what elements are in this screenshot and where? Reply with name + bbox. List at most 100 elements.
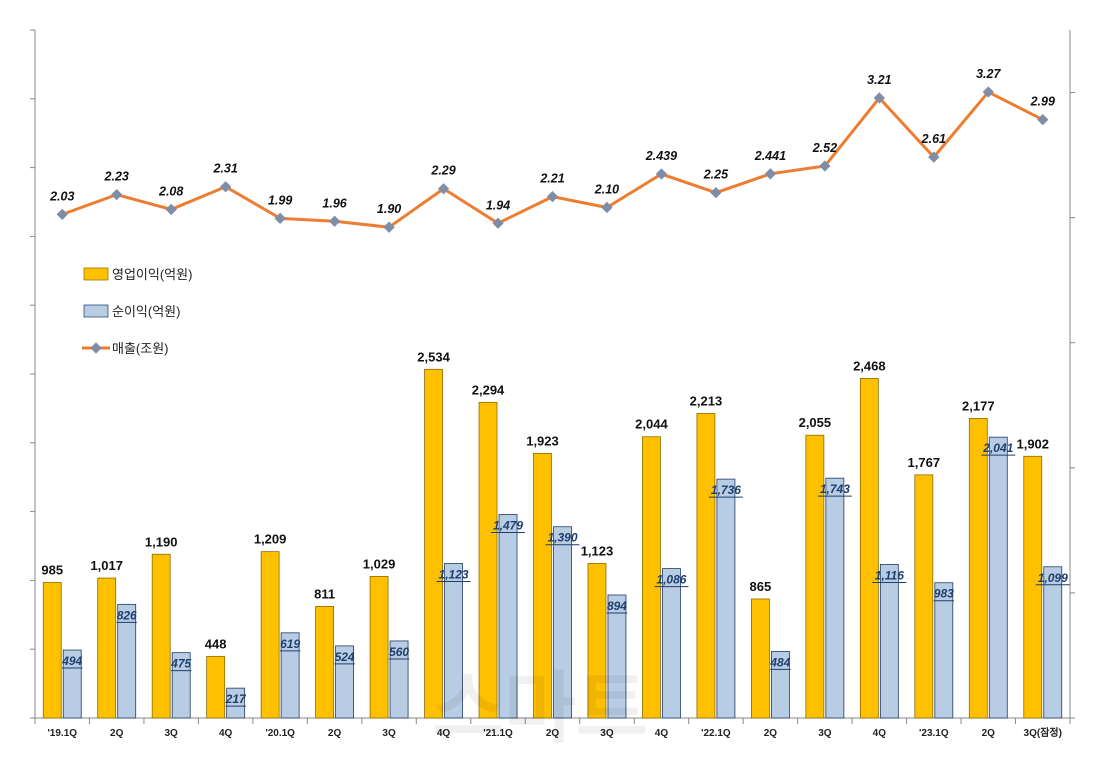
legend-item-operating-profit: 영업이익(억원) bbox=[83, 267, 192, 282]
operating-profit-bar bbox=[859, 378, 879, 719]
operating-profit-bar bbox=[260, 551, 280, 719]
net-income-label: 484 bbox=[769, 655, 790, 669]
operating-profit-label: 811 bbox=[314, 586, 335, 601]
revenue-point bbox=[928, 151, 940, 163]
net-income-label: 619 bbox=[280, 637, 300, 651]
watermark: 스마트 bbox=[432, 664, 647, 754]
operating-profit-label: 1,029 bbox=[363, 556, 396, 571]
revenue-label: 3.21 bbox=[867, 73, 891, 87]
category-label: '23.1Q bbox=[919, 728, 949, 739]
net-income-label: 560 bbox=[389, 645, 409, 659]
operating-profit-label: 985 bbox=[41, 562, 63, 577]
net-income-label: 1,390 bbox=[547, 531, 577, 545]
revenue-label: 1.99 bbox=[268, 193, 292, 207]
revenue-label: 2.10 bbox=[594, 182, 619, 196]
operating-profit-label: 2,177 bbox=[962, 398, 995, 413]
net-income-bars bbox=[62, 436, 1063, 719]
revenue-point bbox=[710, 187, 722, 199]
net-income-label: 1,123 bbox=[439, 567, 469, 581]
net-income-label: 1,743 bbox=[820, 482, 850, 496]
category-label: 2Q bbox=[764, 728, 778, 739]
legend-label-operating-profit: 영업이익(억원) bbox=[112, 267, 192, 282]
operating-profit-label: 448 bbox=[205, 636, 227, 651]
net-income-bar bbox=[770, 651, 790, 719]
category-label: 4Q bbox=[655, 728, 669, 739]
operating-profit-label: 1,190 bbox=[145, 534, 178, 549]
net-income-bar bbox=[62, 649, 82, 719]
net-income-bar bbox=[1043, 566, 1063, 719]
net-income-label: 475 bbox=[170, 657, 191, 671]
revenue-label: 2.03 bbox=[49, 189, 74, 203]
operating-profit-label: 2,468 bbox=[853, 358, 886, 373]
revenue-point bbox=[546, 190, 559, 203]
revenue-point bbox=[383, 221, 395, 233]
operating-profit-bar bbox=[424, 368, 443, 719]
operating-profit-bar bbox=[805, 434, 825, 719]
revenue-label: 2.08 bbox=[158, 184, 183, 198]
net-income-label: 524 bbox=[335, 650, 355, 664]
category-label: 2Q bbox=[982, 728, 996, 739]
operating-profit-bar bbox=[369, 576, 389, 719]
operating-profit-label: 1,123 bbox=[581, 543, 614, 558]
category-label: 4Q bbox=[437, 728, 451, 739]
operating-profit-label: 1,923 bbox=[526, 433, 559, 448]
revenue-label: 2.31 bbox=[212, 162, 237, 176]
revenue-label: 2.439 bbox=[645, 149, 677, 163]
category-label: '20.1Q bbox=[265, 728, 295, 739]
revenue-point bbox=[819, 160, 831, 172]
operating-profit-bar bbox=[478, 401, 498, 719]
operating-profit-bar bbox=[587, 563, 607, 719]
revenue-point bbox=[1037, 113, 1049, 126]
net-income-bar bbox=[934, 582, 954, 719]
operating-profit-bar bbox=[315, 606, 335, 719]
operating-profit-bar bbox=[533, 452, 552, 719]
net-income-label: 1,086 bbox=[656, 573, 686, 587]
operating-profit-label: 2,294 bbox=[472, 382, 505, 397]
net-income-bar bbox=[226, 687, 246, 719]
legend-item-net-income: 순이익(억원) bbox=[83, 304, 180, 319]
category-label: 2Q bbox=[110, 728, 124, 739]
revenue-point bbox=[492, 217, 504, 229]
operating-profit-label: 1,209 bbox=[254, 532, 287, 547]
revenue-label: 1.96 bbox=[322, 196, 347, 210]
operating-profit-bar bbox=[151, 553, 171, 719]
operating-profit-bar bbox=[914, 474, 934, 719]
net-income-bar bbox=[662, 568, 681, 719]
operating-profit-label: 1,767 bbox=[908, 455, 941, 470]
revenue-label: 1.94 bbox=[486, 198, 510, 212]
operating-profit-label: 2,055 bbox=[799, 415, 832, 430]
operating-profit-bar bbox=[750, 598, 770, 719]
revenue-label: 2.61 bbox=[921, 132, 946, 146]
legend-marker-revenue bbox=[90, 342, 102, 354]
revenue-point bbox=[274, 212, 286, 224]
revenue-point bbox=[437, 183, 450, 195]
revenue-point bbox=[655, 168, 668, 180]
net-income-label: 217 bbox=[225, 692, 247, 706]
legend-swatch-net-income bbox=[83, 304, 109, 318]
net-income-label: 494 bbox=[61, 654, 82, 668]
net-income-label: 826 bbox=[117, 608, 137, 622]
net-income-bar bbox=[498, 514, 518, 719]
category-label: 3Q bbox=[165, 728, 179, 739]
revenue-label: 2.25 bbox=[703, 168, 729, 182]
net-income-label: 894 bbox=[607, 599, 627, 613]
data-labels: 985 494 1,017 826 1,190 475 448 217 1,209 619 811 5… bbox=[41, 67, 1070, 707]
revenue-label: 2.29 bbox=[430, 164, 455, 178]
net-income-label: 1,116 bbox=[875, 568, 904, 582]
net-income-bar bbox=[171, 652, 191, 719]
category-label: 2Q bbox=[546, 728, 560, 739]
legend-label-net-income: 순이익(억원) bbox=[112, 304, 180, 319]
category-labels: '19.1Q 2Q 3Q 4Q '20.1Q 2Q 3Q 4Q '21.1Q 2Q 3Q 4Q '22.… bbox=[47, 726, 1062, 739]
net-income-bar bbox=[444, 563, 463, 719]
operating-profit-bar bbox=[42, 582, 62, 719]
category-label: 3Q bbox=[818, 728, 832, 739]
category-label: '21.1Q bbox=[483, 728, 513, 739]
net-income-bar bbox=[607, 594, 627, 719]
operating-profit-label: 2,044 bbox=[635, 417, 668, 432]
revenue-point bbox=[601, 201, 613, 214]
net-income-bar bbox=[716, 478, 736, 719]
revenue-point bbox=[220, 181, 232, 193]
operating-profit-bar bbox=[206, 655, 226, 719]
net-income-bar bbox=[825, 477, 845, 719]
